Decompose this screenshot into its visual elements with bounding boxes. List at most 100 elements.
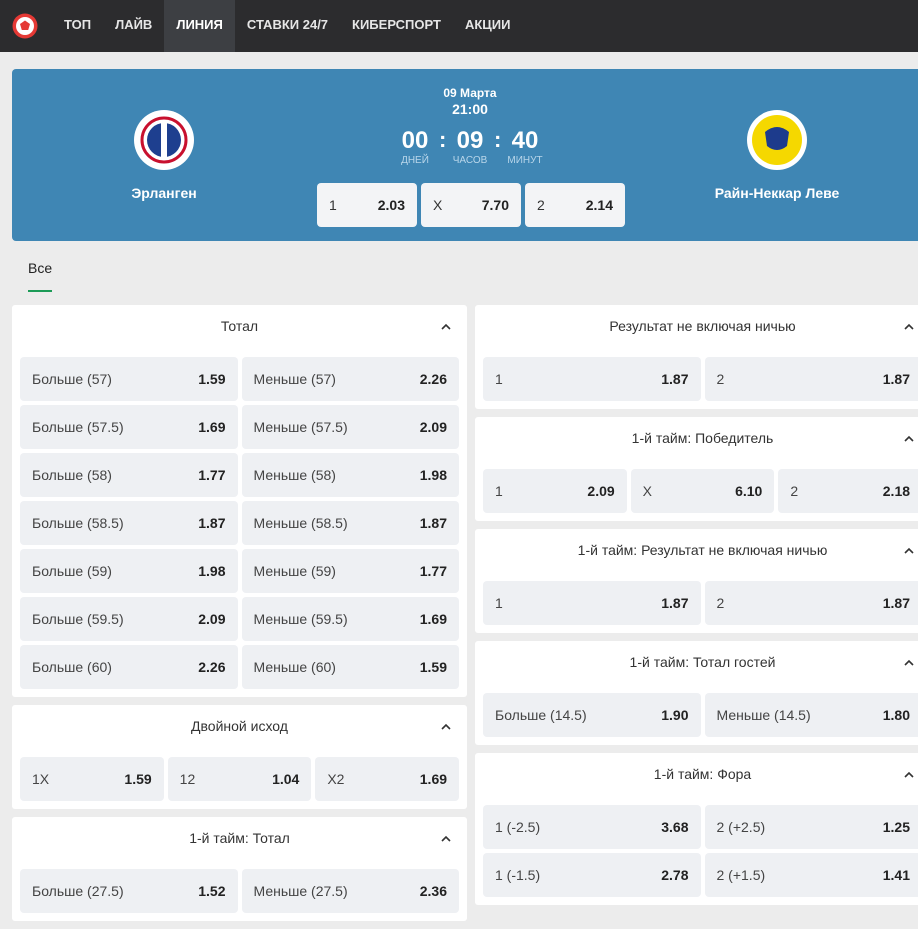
odds-button[interactable]: Меньше (58.5)1.87	[242, 501, 460, 545]
odds-label: 2 (+1.5)	[717, 867, 766, 883]
odds-button[interactable]: Больше (58.5)1.87	[20, 501, 238, 545]
chevron	[442, 725, 450, 729]
odds-value: 1.59	[420, 659, 447, 675]
logo[interactable]	[12, 13, 38, 39]
team1-name: Эрланген	[64, 185, 264, 201]
odds-button[interactable]: Меньше (58)1.98	[242, 453, 460, 497]
odds-button[interactable]: Больше (57)1.59	[20, 357, 238, 401]
collapse-icon[interactable]	[441, 322, 451, 332]
odds-label: 1	[495, 371, 503, 387]
market-title[interactable]: 1-й тайм: Тотал гостей	[483, 641, 918, 693]
collapse-icon[interactable]	[904, 546, 914, 556]
odds-button[interactable]: Меньше (60) 1.59	[242, 645, 460, 689]
odds-value: 2.09	[198, 611, 225, 627]
odds-button[interactable]: Больше (58)1.77	[20, 453, 238, 497]
nav-item[interactable]: КИБЕРСПОРТ	[340, 0, 453, 52]
collapse-icon[interactable]	[904, 770, 914, 780]
market-title[interactable]: Двойной исход	[20, 705, 459, 757]
market-title[interactable]: 1-й тайм: Результат не включая ничью	[483, 529, 918, 581]
odds-label: Меньше (57)	[254, 371, 336, 387]
market-title[interactable]: Тотал	[20, 305, 459, 357]
nav-item[interactable]: ТОП	[52, 0, 103, 52]
odds-label: 1 (-2.5)	[495, 819, 540, 835]
countdown-label: ЧАСОВ	[450, 155, 490, 166]
team1-logo	[134, 110, 194, 170]
collapse-icon[interactable]	[441, 834, 451, 844]
odds-button[interactable]: Больше (14.5)1.90	[483, 693, 701, 737]
odds-value: 1.59	[198, 371, 225, 387]
odds-button[interactable]: 1 (-1.5)2.78	[483, 853, 701, 897]
odds-button[interactable]: Больше (60)2.26	[20, 645, 238, 689]
odds-label: 2	[717, 595, 725, 611]
odds-button[interactable]: Больше (59.5)2.09	[20, 597, 238, 641]
odds-label: 2 (+2.5)	[717, 819, 766, 835]
odds-button[interactable]: Меньше (57)2.26	[242, 357, 460, 401]
odds-value: 1.90	[661, 707, 688, 723]
odds-label: 1	[495, 595, 503, 611]
odds-button[interactable]: Меньше (57.5)2.09	[242, 405, 460, 449]
odds-button[interactable]: Меньше (59)1.77	[242, 549, 460, 593]
odds-label: Меньше (60)	[254, 659, 336, 675]
nav-item[interactable]: ЛАЙВ	[103, 0, 164, 52]
nav-item[interactable]: АКЦИИ	[453, 0, 523, 52]
match-time: 21:00	[420, 101, 520, 117]
market-title[interactable]: Результат не включая ничью	[483, 305, 918, 357]
odds-button[interactable]: 2 (+1.5)1.41	[705, 853, 918, 897]
collapse-icon[interactable]	[904, 434, 914, 444]
chevron	[905, 325, 913, 329]
odds-value: 1.25	[883, 819, 910, 835]
odds-button[interactable]: Больше (59)1.98	[20, 549, 238, 593]
odds-label: 2	[717, 371, 725, 387]
market-title[interactable]: 1-й тайм: Тотал	[20, 817, 459, 869]
match-header: Эрланген Райн-Неккар Леве 09 Марта 21:00…	[12, 69, 918, 241]
odds-label: X	[643, 483, 652, 499]
market-title[interactable]: 1-й тайм: Победитель	[483, 417, 918, 469]
odds-value: 2.36	[420, 883, 447, 899]
odds-label: 1	[495, 483, 503, 499]
nav-item[interactable]: СТАВКИ 24/7	[235, 0, 340, 52]
tab-all[interactable]: Все	[28, 260, 52, 276]
odds-button[interactable]: 1 (-2.5)3.68	[483, 805, 701, 849]
odds-button[interactable]: 2 (+2.5) 1.25	[705, 805, 918, 849]
collapse-icon[interactable]	[441, 722, 451, 732]
match-date: 09 Марта	[420, 86, 520, 100]
odds-button[interactable]: Меньше (59.5)1.69	[242, 597, 460, 641]
odds-label: 1	[329, 197, 337, 213]
odds-button[interactable]: Меньше (14.5)1.80	[705, 693, 918, 737]
odds-button[interactable]: Меньше (27.5)2.36	[242, 869, 460, 913]
odds-label: Меньше (57.5)	[254, 419, 348, 435]
odds-button[interactable]: Больше (27.5)1.52	[20, 869, 238, 913]
collapse-icon[interactable]	[904, 322, 914, 332]
team2-name: Райн-Неккар Леве	[677, 185, 877, 201]
collapse-icon[interactable]	[904, 658, 914, 668]
odds-value: 1.69	[420, 611, 447, 627]
nav-item[interactable]: ЛИНИЯ	[164, 0, 235, 52]
market-title[interactable]: 1-й тайм: Фора	[483, 753, 918, 805]
odds-button[interactable]: Больше (57.5)1.69	[20, 405, 238, 449]
